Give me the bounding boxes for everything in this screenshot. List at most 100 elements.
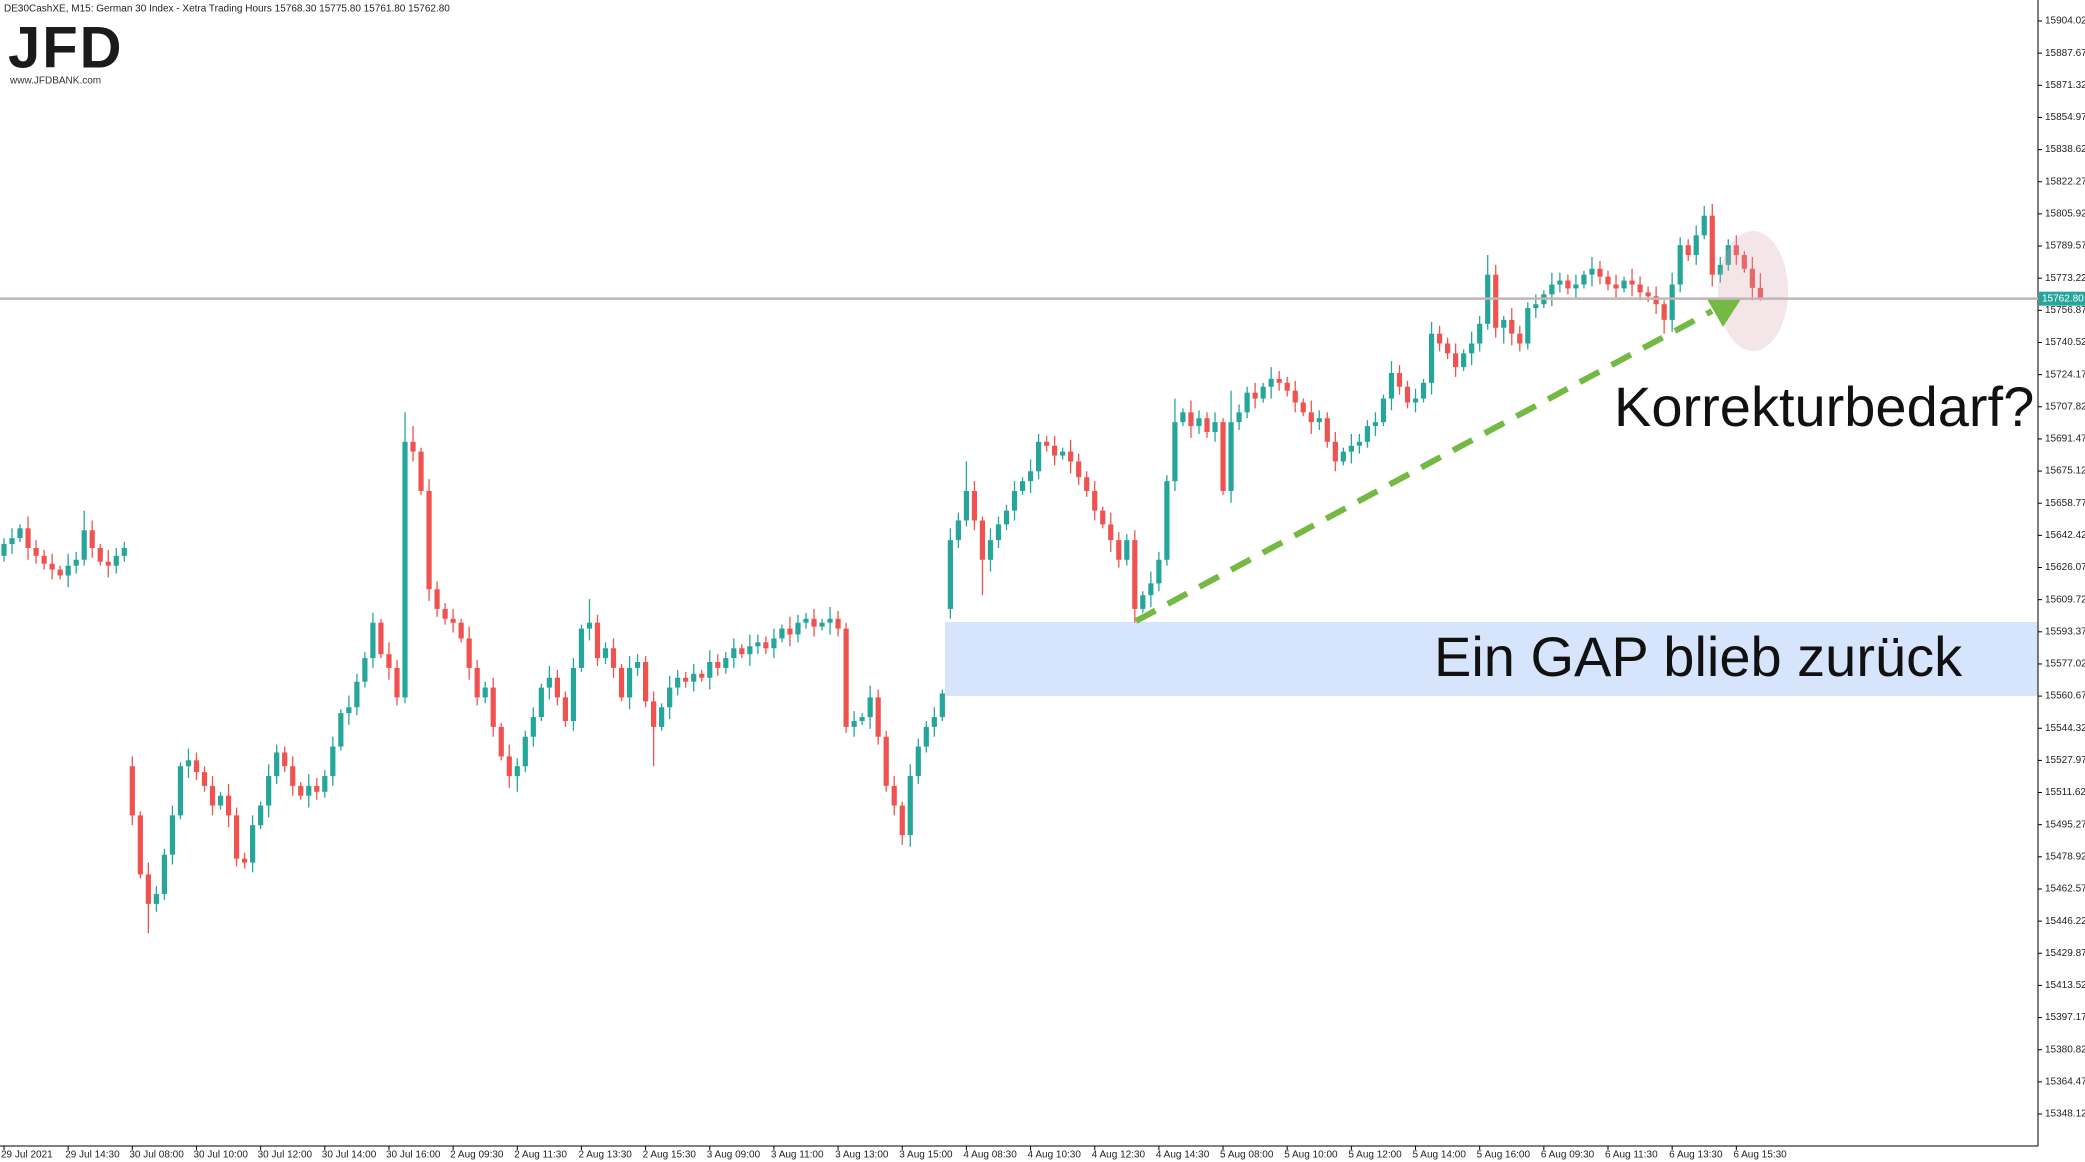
y-tick-label: 15609.72: [2045, 594, 2085, 605]
candle-body: [426, 490, 432, 590]
candle-body: [787, 628, 793, 635]
candle-body: [1493, 274, 1499, 328]
y-tick-label: 15724.17: [2045, 369, 2085, 380]
y-tick-label: 15789.57: [2045, 241, 2085, 252]
y-tick-label: 15380.82: [2045, 1044, 2085, 1055]
candle-body: [1677, 245, 1683, 285]
x-tick-label: 6 Aug 11:30: [1605, 1150, 1658, 1161]
y-tick-label: 15544.32: [2045, 723, 2085, 734]
candle-body: [1388, 372, 1395, 399]
y-tick-label: 15854.97: [2045, 112, 2085, 123]
x-tick-label: 4 Aug 08:30: [963, 1150, 1017, 1161]
candle-body: [931, 717, 937, 727]
candle-body: [522, 736, 528, 767]
candle-body: [851, 721, 857, 727]
x-tick-label: 30 Jul 16:00: [386, 1150, 441, 1161]
x-tick-label: 5 Aug 08:00: [1220, 1150, 1274, 1161]
y-tick-label: 15527.97: [2045, 755, 2085, 766]
candle-body: [1685, 245, 1691, 256]
y-tick-label: 15887.67: [2045, 48, 2085, 59]
candle-body: [907, 776, 913, 836]
x-tick-label: 3 Aug 09:00: [707, 1150, 761, 1161]
candle-body: [1140, 595, 1146, 609]
candle-body: [1709, 215, 1715, 275]
candle-body: [1019, 481, 1026, 491]
candle-body: [859, 717, 865, 722]
candle-body: [651, 701, 657, 727]
candle-body: [1212, 422, 1218, 432]
candle-body: [1084, 477, 1090, 491]
candle-body: [378, 622, 384, 655]
candle-body: [9, 538, 15, 545]
candle-body: [514, 766, 520, 777]
candle-body: [947, 540, 953, 609]
candle-body: [771, 638, 777, 649]
candle-body: [586, 622, 593, 629]
candle-body: [626, 667, 633, 698]
arrow-head: [1707, 299, 1741, 327]
candle-body: [1436, 333, 1443, 344]
candle-body: [1356, 441, 1362, 446]
y-tick-label: 15348.12: [2045, 1109, 2085, 1120]
candle-body: [1364, 426, 1370, 442]
candle-body: [105, 561, 111, 566]
logo-url: www.JFDBANK.com: [9, 76, 101, 87]
candle-body: [338, 713, 344, 747]
y-tick-label: 15478.92: [2045, 851, 2085, 862]
x-tick-label: 5 Aug 16:00: [1477, 1150, 1531, 1161]
candle-body: [290, 766, 296, 786]
candle-body: [1597, 268, 1603, 277]
x-tick-label: 29 Jul 14:30: [65, 1150, 120, 1161]
candle-body: [867, 697, 873, 718]
candle-body: [1276, 378, 1282, 383]
candle-body: [1693, 235, 1699, 256]
annotation: Korrekturbedarf?: [1614, 375, 2034, 438]
candle-body: [193, 760, 200, 773]
candle-body: [1348, 445, 1354, 452]
candle-body: [81, 530, 87, 560]
candle-body: [129, 766, 135, 816]
candle-body: [1027, 471, 1034, 482]
candle-body: [1453, 353, 1459, 368]
y-tick-label: 15691.47: [2045, 434, 2085, 445]
candle-body: [1132, 540, 1138, 609]
candle-body: [1396, 372, 1403, 387]
candle-body: [883, 736, 889, 786]
candle-body: [875, 697, 881, 737]
x-tick-label: 6 Aug 15:30: [1733, 1150, 1787, 1161]
candle-body: [153, 894, 159, 904]
candle-body: [1124, 540, 1130, 560]
y-tick-label: 15577.02: [2045, 659, 2085, 670]
candle-body: [1733, 245, 1739, 256]
y-tick-label: 15740.52: [2045, 337, 2085, 348]
candle-body: [899, 805, 905, 836]
candle-body: [763, 642, 769, 649]
candle-body: [1300, 402, 1306, 413]
candle-body: [602, 648, 609, 659]
candle-body: [266, 776, 272, 806]
candle-body: [1188, 412, 1194, 427]
candle-body: [1621, 280, 1627, 289]
candle-body: [683, 677, 689, 682]
candle-body: [987, 540, 994, 560]
y-tick-label: 15462.57: [2045, 884, 2085, 895]
candle-body: [330, 746, 336, 777]
y-tick-label: 15805.92: [2045, 209, 2085, 220]
candle-body: [1268, 378, 1274, 387]
candle-body: [811, 618, 817, 627]
candle-body: [466, 638, 472, 668]
candle-body: [1, 544, 7, 556]
candle-body: [795, 622, 801, 635]
candle-body: [827, 618, 833, 623]
candle-body: [33, 547, 39, 556]
candle-body: [995, 524, 1002, 541]
candle-body: [1757, 287, 1763, 299]
candle-body: [41, 555, 47, 564]
candle-body: [242, 858, 248, 863]
candle-body: [1717, 264, 1723, 275]
candle-body: [1204, 418, 1210, 432]
candle-body: [346, 707, 352, 714]
candle-body: [274, 752, 280, 777]
candle-body: [282, 752, 288, 767]
candle-body: [643, 662, 649, 702]
